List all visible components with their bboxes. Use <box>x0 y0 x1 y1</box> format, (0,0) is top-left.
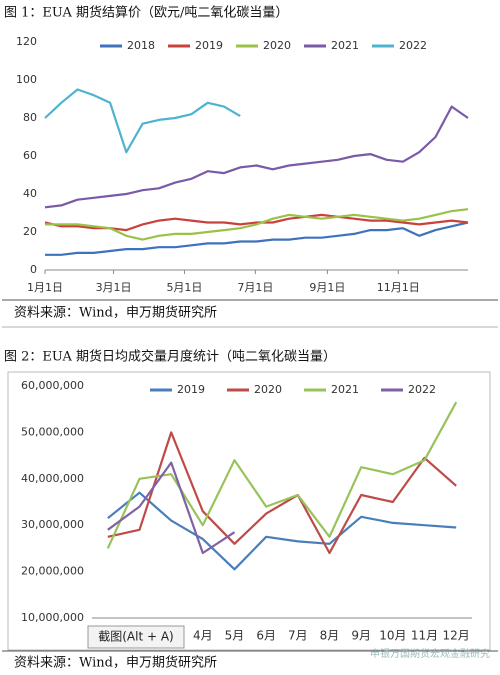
source: 资料来源：Wind，申万期货研究所 <box>14 655 217 671</box>
legend-label: 2021 <box>331 383 359 396</box>
tip-box <box>87 625 185 649</box>
x-tick-label: 7月 <box>288 629 308 643</box>
series-line <box>44 105 469 209</box>
x-tick-label: 5月1日 <box>166 281 202 294</box>
y-tick-label: 10,000,000 <box>21 611 84 624</box>
tip-text: 截图(Alt + A) <box>98 630 174 644</box>
series-line <box>106 401 458 549</box>
source: 资料来源：Wind，申万期货研究所 <box>14 305 217 321</box>
legend-label: 2020 <box>263 39 291 52</box>
series-line <box>45 208 469 241</box>
y-tick-label: 30,000,000 <box>21 518 84 531</box>
x-tick-label: 10月 <box>379 629 406 643</box>
y-tick-label: 20 <box>23 225 37 238</box>
x-tick-label: 5月 <box>225 629 245 643</box>
x-tick-label: 11月1日 <box>377 281 420 294</box>
series-line <box>107 431 457 555</box>
y-tick-label: 0 <box>30 263 37 276</box>
y-tick-label: 40,000,000 <box>21 472 84 485</box>
x-tick-label: 6月 <box>256 629 276 643</box>
legend-label: 2019 <box>177 383 205 396</box>
series-line <box>44 213 469 232</box>
legend-label: 2022 <box>399 39 427 52</box>
legend-label: 2018 <box>127 39 155 52</box>
x-tick-label: 8月 <box>320 629 340 643</box>
screenshot-tip: 截图(Alt + A) <box>87 625 185 649</box>
x-tick-label: 7月1日 <box>237 281 273 294</box>
series-line <box>45 221 469 256</box>
y-tick-label: 50,000,000 <box>21 425 84 438</box>
legend-label: 2019 <box>195 39 223 52</box>
x-tick-label: 3月1日 <box>96 281 132 294</box>
legend-label: 2020 <box>254 383 282 396</box>
series-line <box>44 88 241 154</box>
y-tick-label: 60,000,000 <box>21 379 84 392</box>
x-tick-label: 9月 <box>351 629 371 643</box>
figure-title: 图 1：EUA 期货结算价（欧元/吨二氧化碳当量） <box>4 5 288 21</box>
series-line <box>107 491 457 571</box>
x-tick-label: 11月 <box>411 629 438 643</box>
y-tick-label: 40 <box>23 187 37 200</box>
y-tick-label: 80 <box>23 111 37 124</box>
x-tick-label: 1月1日 <box>27 281 63 294</box>
figure-title: 图 2：EUA 期货日均成交量月度统计（吨二氧化碳当量） <box>4 349 336 365</box>
y-tick-label: 100 <box>16 73 37 86</box>
y-tick-label: 20,000,000 <box>21 565 84 578</box>
series-line <box>107 461 236 555</box>
legend-label: 2022 <box>408 383 436 396</box>
x-tick-label: 9月1日 <box>309 281 345 294</box>
x-tick-label: 4月 <box>193 629 213 643</box>
y-tick-label: 120 <box>16 35 37 48</box>
watermark: 申银万国期货宏观金融研究 <box>370 647 490 660</box>
chart-frame <box>7 371 491 651</box>
legend-label: 2021 <box>331 39 359 52</box>
y-tick-label: 60 <box>23 149 37 162</box>
x-tick-label: 12月 <box>443 629 470 643</box>
